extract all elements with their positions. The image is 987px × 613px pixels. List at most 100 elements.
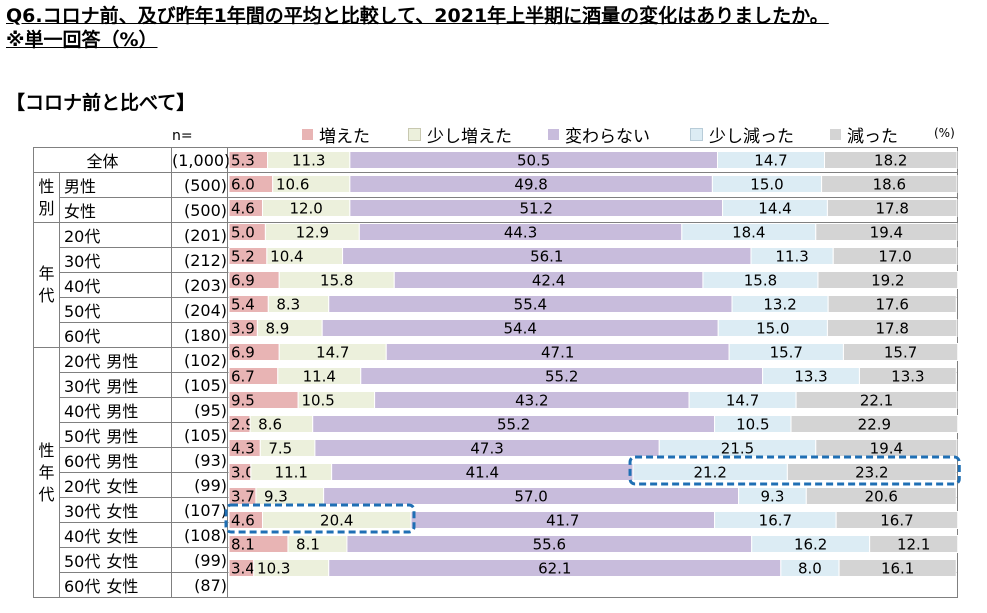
bar-value-label: 15.7 <box>770 344 803 362</box>
bar-value-label: 16.7 <box>759 512 792 530</box>
legend-label: 変わらない <box>565 127 650 147</box>
bar-value-label: 49.8 <box>514 176 547 194</box>
bar-value-label: 10.3 <box>257 560 290 578</box>
bar-value-label: 3.9 <box>231 320 255 338</box>
bar-segment <box>821 175 958 193</box>
row-sample-size: (212) <box>171 247 228 273</box>
row-sample-size: (102) <box>171 347 228 373</box>
bar-value-label: 5.3 <box>231 152 255 170</box>
legend-item-slightly-decreased: 少し減った <box>690 122 794 147</box>
row-sample-size: (1,000) <box>171 147 230 173</box>
bar-value-label: 22.1 <box>860 392 893 410</box>
bar-value-label: 13.3 <box>794 368 827 386</box>
row-sample-size: (180) <box>171 322 228 348</box>
row-sample-size: (108) <box>171 522 228 548</box>
bar-value-label: 18.4 <box>732 224 765 242</box>
n-header: n= <box>172 128 193 144</box>
row-label: 50代 男性 <box>59 422 172 448</box>
section-title: 【コロナ前と比べて】 <box>6 92 196 114</box>
legend-item-decreased: 減った <box>830 122 898 147</box>
bar-value-label: 18.6 <box>873 176 906 194</box>
bar-value-label: 8.9 <box>265 320 289 338</box>
bar-value-label: 8.1 <box>296 536 320 554</box>
bar-value-label: 15.7 <box>884 344 917 362</box>
row-label: 60代 男性 <box>59 447 172 473</box>
bar-value-label: 55.6 <box>533 536 566 554</box>
row-age-label: 30代 <box>64 502 101 521</box>
bar-value-label: 62.1 <box>538 560 571 578</box>
bar-value-label: 43.2 <box>515 392 548 410</box>
bar-value-label: 50.5 <box>517 152 550 170</box>
row-label: 50代 女性 <box>59 547 172 573</box>
legend-item-unchanged: 変わらない <box>548 122 650 147</box>
bar-value-label: 3.0 <box>231 464 255 482</box>
row-age-label: 40代 <box>64 527 101 546</box>
row-age-label: 30代 <box>64 377 101 396</box>
bar-segment <box>826 319 958 337</box>
row-age-label: 30代 <box>64 252 101 271</box>
group-label: 性 別 <box>33 172 60 223</box>
row-sample-size: (500) <box>171 172 228 198</box>
row-age-label: 60代 <box>64 452 101 471</box>
bar-segment <box>815 223 958 241</box>
bar-value-label: 8.0 <box>798 560 822 578</box>
row-sample-size: (201) <box>171 222 228 248</box>
row-sample-size: (87) <box>171 572 228 598</box>
chart-legend: 増えた 少し増えた 変わらない 少し減った 減った (%) <box>0 122 987 147</box>
bar-value-label: 2.9 <box>231 416 255 434</box>
bar-value-label: 18.2 <box>874 152 907 170</box>
bar-segment <box>838 559 957 577</box>
bar-value-label: 55.2 <box>545 368 578 386</box>
row-sample-size: (105) <box>171 422 228 448</box>
row-label: 30代 女性 <box>59 497 172 523</box>
bar-segment <box>826 199 958 217</box>
bar-value-label: 13.2 <box>763 296 796 314</box>
bar-value-label: 57.0 <box>514 488 547 506</box>
bar-value-label: 54.4 <box>503 320 536 338</box>
bar-segment <box>858 367 957 385</box>
bar-value-label: 16.7 <box>880 512 913 530</box>
row-age-label: 60代 <box>64 327 101 346</box>
row-gender-label: 男性 <box>106 427 139 446</box>
row-label: 60代 女性 <box>59 572 172 598</box>
bar-value-label: 11.4 <box>303 368 336 386</box>
row-age-label: 50代 <box>64 552 101 571</box>
row-label: 20代 女性 <box>59 472 172 498</box>
row-label: 全体 <box>33 147 172 173</box>
bar-value-label: 47.3 <box>470 440 503 458</box>
bar-value-label: 11.1 <box>275 464 308 482</box>
bar-value-label: 23.2 <box>855 464 888 482</box>
group-label: 性 年 代 <box>33 347 60 598</box>
row-label: 40代 女性 <box>59 522 172 548</box>
highlight-box <box>628 455 961 486</box>
row-gender-label: 男性 <box>106 352 139 371</box>
bar-value-label: 16.2 <box>794 536 827 554</box>
bar-value-label: 11.3 <box>775 248 808 266</box>
row-sample-size: (99) <box>171 547 228 573</box>
bar-value-label: 56.1 <box>530 248 563 266</box>
bar-value-label: 10.5 <box>301 392 334 410</box>
legend-swatch <box>408 128 421 141</box>
bar-value-label: 19.4 <box>870 440 903 458</box>
bar-value-label: 5.2 <box>231 248 255 266</box>
row-gender-label: 男性 <box>106 452 139 471</box>
bar-value-label: 7.5 <box>268 440 292 458</box>
row-sample-size: (204) <box>171 297 228 323</box>
bar-value-label: 5.0 <box>231 224 255 242</box>
bar-value-label: 6.7 <box>231 368 255 386</box>
bar-segment <box>815 439 958 457</box>
row-sample-size: (105) <box>171 372 228 398</box>
row-gender-label: 男性 <box>106 402 139 421</box>
row-label: 20代 <box>59 222 172 248</box>
bar-value-label: 3.4 <box>231 560 255 578</box>
bar-value-label: 19.4 <box>870 224 903 242</box>
row-label: 40代 <box>59 272 172 298</box>
bar-value-label: 21.2 <box>694 464 727 482</box>
bar-value-label: 42.4 <box>532 272 565 290</box>
highlight-box <box>224 503 416 534</box>
question-line-1: Q6.コロナ前、及び昨年1年間の平均と比較して、2021年上半期に酒量の変化はあ… <box>6 5 829 27</box>
row-age-label: 50代 <box>64 427 101 446</box>
bar-value-label: 8.6 <box>258 416 282 434</box>
bar-value-label: 10.4 <box>270 248 303 266</box>
legend-label: 少し増えた <box>427 127 512 147</box>
